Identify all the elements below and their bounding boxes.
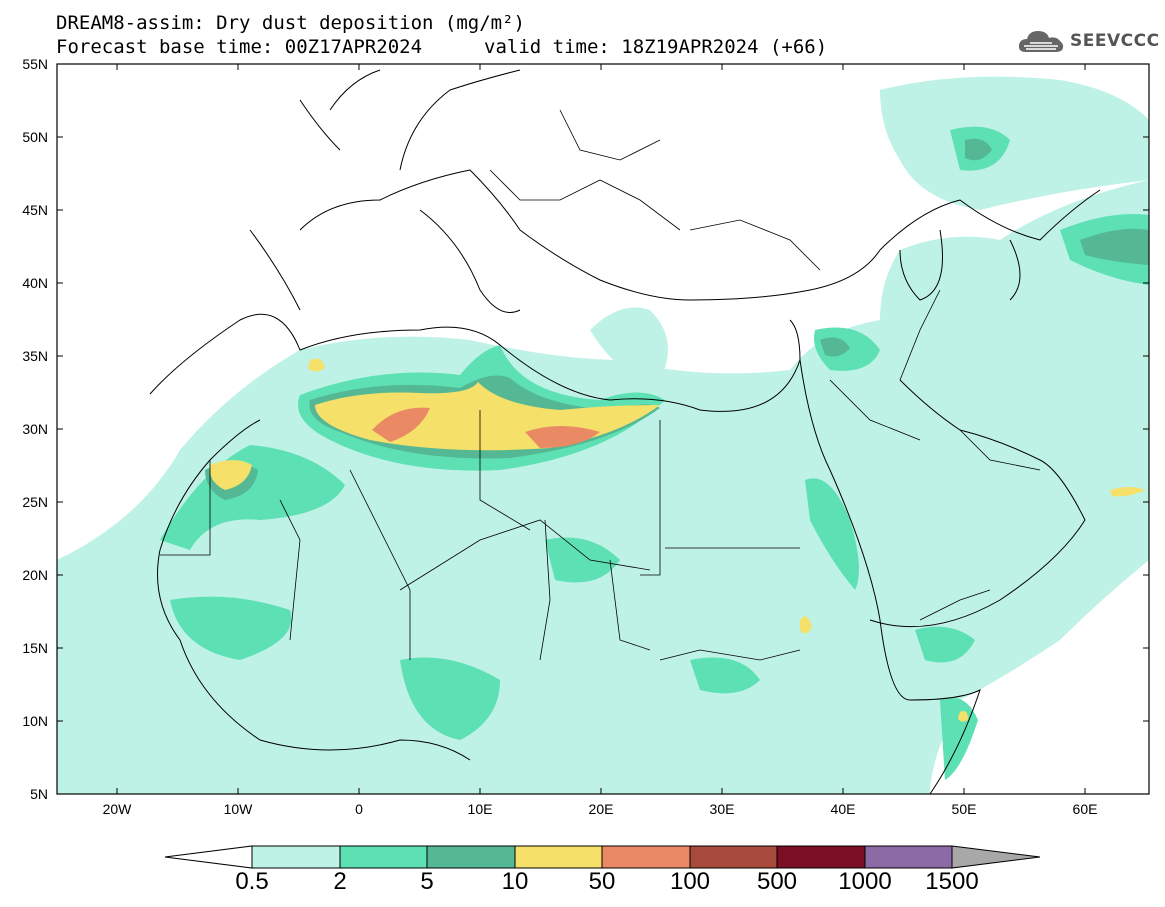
coastlines	[149, 69, 1101, 795]
lon-label: 0	[355, 801, 363, 817]
lon-label: 20W	[102, 801, 132, 817]
lon-label: 20E	[588, 801, 614, 817]
lat-label: 40N	[22, 275, 48, 291]
lat-label: 15N	[22, 640, 48, 656]
colorbar-label: 2	[333, 868, 347, 895]
lat-label: 45N	[22, 202, 48, 218]
lat-label: 10N	[22, 713, 48, 729]
map-title: DREAM8-assim: Dry dust deposition (mg/m²…	[56, 12, 525, 34]
colorbar-label: 0.5	[235, 868, 269, 895]
lon-label: 60E	[1072, 801, 1098, 817]
deposition-band-light	[57, 76, 1149, 794]
colorbar-label: 100	[669, 868, 711, 895]
lat-label: 55N	[22, 56, 48, 72]
lat-label: 35N	[22, 348, 48, 364]
lon-label: 10W	[223, 801, 253, 817]
lon-label: 30E	[709, 801, 735, 817]
forecast-base-time: Forecast base time: 00Z17APR2024	[56, 36, 423, 58]
colorbar-label: 50	[588, 868, 616, 895]
valid-time: valid time: 18Z19APR2024 (+66)	[484, 36, 828, 58]
lat-label: 5N	[30, 786, 48, 802]
colorbar-label: 500	[756, 868, 798, 895]
deposition-band-orange	[372, 407, 600, 448]
lat-label: 25N	[22, 494, 48, 510]
lat-label: 30N	[22, 421, 48, 437]
seevccc-logo: SEEVCCC	[1016, 26, 1160, 56]
axis-ticks	[57, 63, 1149, 795]
colorbar-label: 1000	[838, 868, 892, 895]
logo-text: SEEVCCC	[1070, 31, 1160, 51]
lat-label: 20N	[22, 567, 48, 583]
lon-label: 10E	[467, 801, 493, 817]
colorbar-label: 1500	[925, 868, 979, 895]
borders	[160, 109, 1041, 661]
lon-label: 40E	[830, 801, 856, 817]
lon-label: 50E	[951, 801, 977, 817]
lat-label: 50N	[22, 129, 48, 145]
cloud-icon	[1018, 31, 1064, 52]
colorbar-label: 10	[501, 868, 529, 895]
colorbar-label: 5	[420, 868, 434, 895]
